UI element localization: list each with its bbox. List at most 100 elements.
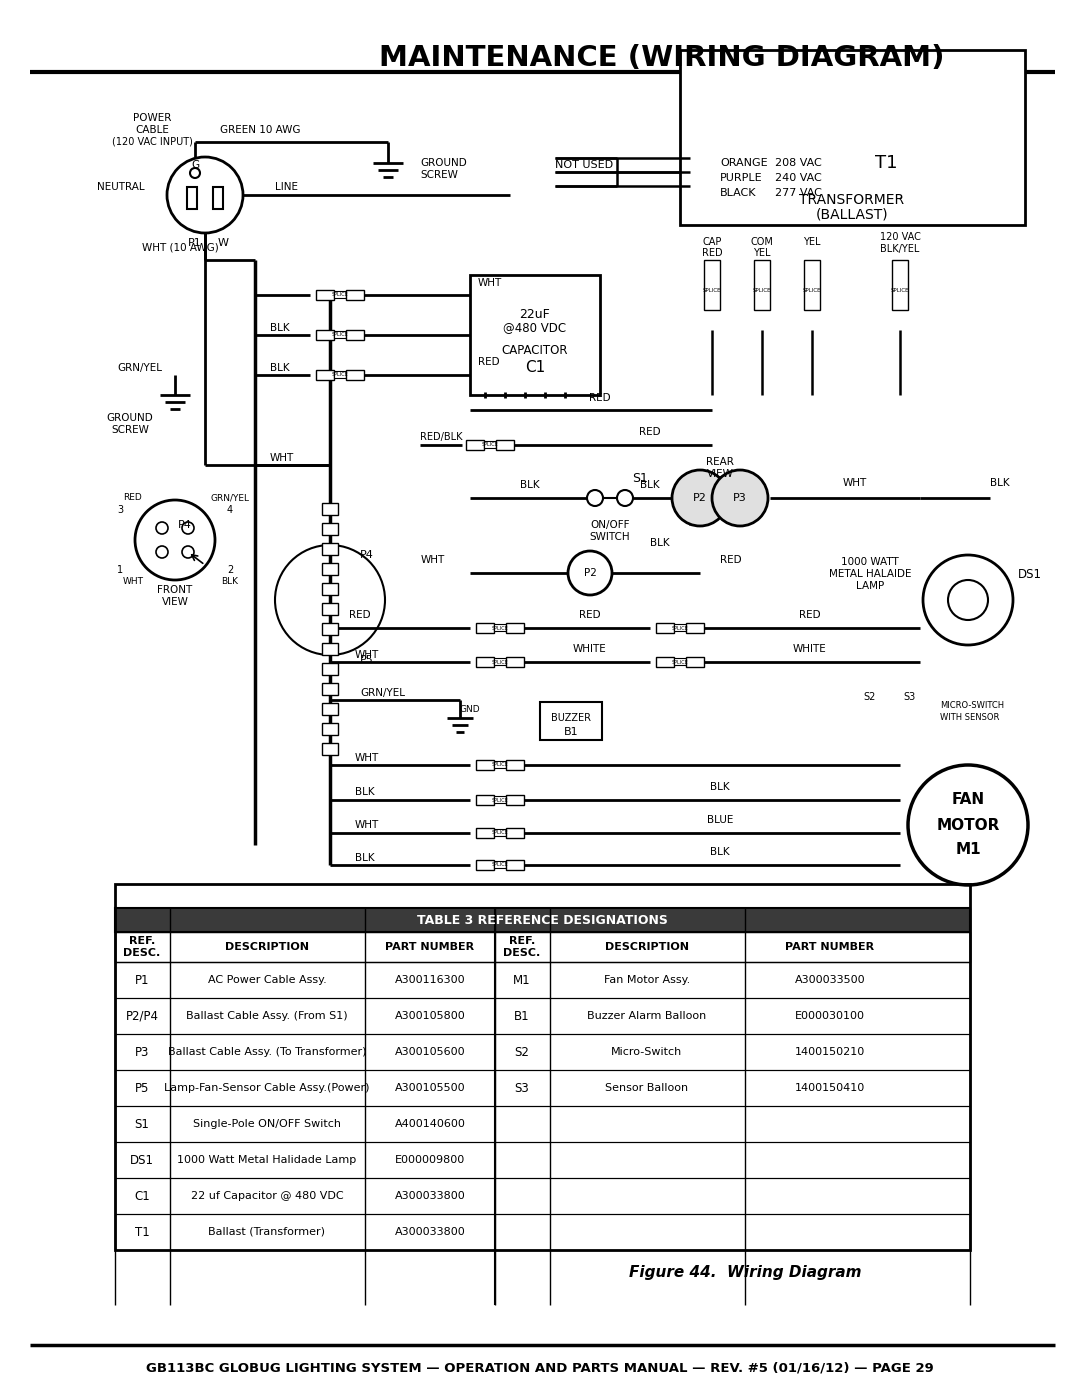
- Text: G: G: [191, 161, 199, 170]
- Text: A300033800: A300033800: [394, 1192, 465, 1201]
- Text: W: W: [217, 237, 229, 249]
- Text: S2: S2: [514, 1045, 529, 1059]
- Text: COM: COM: [751, 237, 773, 247]
- Text: PART NUMBER: PART NUMBER: [785, 942, 875, 951]
- Text: S3: S3: [904, 692, 916, 703]
- Text: RED: RED: [799, 610, 821, 620]
- Text: SPLICE: SPLICE: [491, 830, 509, 835]
- Text: 22 uf Capacitor @ 480 VDC: 22 uf Capacitor @ 480 VDC: [191, 1192, 343, 1201]
- Text: WHITE: WHITE: [793, 644, 827, 654]
- Text: RED: RED: [702, 249, 723, 258]
- Bar: [496, 440, 514, 450]
- Text: RED: RED: [349, 610, 370, 620]
- Text: DESCRIPTION: DESCRIPTION: [605, 942, 689, 951]
- Text: (BALLAST): (BALLAST): [815, 208, 889, 222]
- Bar: [114, 963, 970, 997]
- Text: RED: RED: [579, 610, 600, 620]
- Bar: [322, 683, 338, 694]
- Text: Buzzer Alarm Balloon: Buzzer Alarm Balloon: [588, 1011, 706, 1021]
- Text: GRN/YEL: GRN/YEL: [211, 493, 249, 503]
- Text: AC Power Cable Assy.: AC Power Cable Assy.: [207, 975, 326, 985]
- Bar: [114, 1070, 970, 1106]
- Text: DS1: DS1: [130, 1154, 154, 1166]
- Bar: [680, 50, 1025, 225]
- Text: 208 VAC: 208 VAC: [775, 158, 822, 168]
- Bar: [346, 370, 364, 380]
- Bar: [686, 657, 704, 666]
- Text: WHT (10 AWG): WHT (10 AWG): [141, 243, 218, 253]
- Text: BLK: BLK: [355, 787, 375, 798]
- Bar: [484, 441, 496, 448]
- Text: SPLICE: SPLICE: [332, 373, 349, 377]
- Text: SPLICE: SPLICE: [703, 288, 721, 292]
- Text: RED: RED: [123, 493, 143, 503]
- Text: E000009800: E000009800: [395, 1155, 465, 1165]
- Text: BLUE: BLUE: [706, 814, 733, 826]
- Text: REF.
DESC.: REF. DESC.: [123, 936, 161, 958]
- Bar: [476, 828, 494, 838]
- Text: SPLICE: SPLICE: [332, 292, 349, 298]
- Bar: [316, 291, 334, 300]
- Text: P1: P1: [135, 974, 149, 986]
- Text: BLK: BLK: [711, 782, 730, 792]
- Text: M1: M1: [955, 842, 981, 858]
- Text: WHT: WHT: [355, 650, 379, 659]
- Text: WHT: WHT: [122, 577, 144, 587]
- Text: DS1: DS1: [1018, 569, 1042, 581]
- Bar: [507, 828, 524, 838]
- Text: FAN: FAN: [951, 792, 985, 807]
- Text: SPLICE: SPLICE: [891, 288, 909, 292]
- Text: RED/BLK: RED/BLK: [420, 432, 462, 441]
- Text: S3: S3: [515, 1081, 529, 1094]
- Bar: [507, 861, 524, 870]
- Text: S1: S1: [135, 1118, 149, 1130]
- Text: 120 VAC: 120 VAC: [879, 232, 920, 242]
- Text: BLK: BLK: [355, 854, 375, 863]
- Text: ORANGE: ORANGE: [720, 158, 768, 168]
- Bar: [114, 1106, 970, 1141]
- Text: BLK: BLK: [221, 577, 239, 587]
- Text: GROUND: GROUND: [420, 158, 467, 168]
- Text: T1: T1: [875, 154, 897, 172]
- Text: CABLE: CABLE: [135, 124, 168, 136]
- Text: 1000 Watt Metal Halidade Lamp: 1000 Watt Metal Halidade Lamp: [177, 1155, 356, 1165]
- Text: GB113BC GLOBUG LIGHTING SYSTEM — OPERATION AND PARTS MANUAL — REV. #5 (01/16/12): GB113BC GLOBUG LIGHTING SYSTEM — OPERATI…: [146, 1362, 934, 1375]
- Text: SPLICE: SPLICE: [491, 763, 509, 767]
- Bar: [114, 1141, 970, 1178]
- Text: SPLICE: SPLICE: [802, 288, 821, 292]
- Text: FRONT: FRONT: [158, 585, 192, 595]
- Text: GRN/YEL: GRN/YEL: [118, 363, 162, 373]
- Text: NEUTRAL: NEUTRAL: [97, 182, 145, 191]
- Text: RED: RED: [639, 427, 661, 437]
- Text: 1400150210: 1400150210: [795, 1046, 865, 1058]
- Text: Ballast Cable Assy. (To Transformer): Ballast Cable Assy. (To Transformer): [167, 1046, 366, 1058]
- Text: BLK: BLK: [270, 363, 289, 373]
- Circle shape: [672, 469, 728, 527]
- Text: SPLICE: SPLICE: [491, 862, 509, 868]
- Text: METAL HALAIDE: METAL HALAIDE: [828, 569, 912, 578]
- Bar: [334, 372, 346, 379]
- Text: 2: 2: [227, 564, 233, 576]
- Bar: [476, 657, 494, 666]
- Text: C1: C1: [525, 360, 545, 376]
- Bar: [470, 275, 600, 395]
- Bar: [322, 703, 338, 715]
- Bar: [322, 623, 338, 636]
- Bar: [114, 908, 970, 932]
- Text: E000030100: E000030100: [795, 1011, 865, 1021]
- Text: MICRO-SWITCH: MICRO-SWITCH: [940, 701, 1004, 711]
- Text: P2/P4: P2/P4: [125, 1010, 159, 1023]
- Text: Ballast Cable Assy. (From S1): Ballast Cable Assy. (From S1): [186, 1011, 348, 1021]
- Text: P5: P5: [135, 1081, 149, 1094]
- Text: BLK: BLK: [650, 538, 670, 548]
- Bar: [316, 370, 334, 380]
- Bar: [322, 643, 338, 655]
- Text: GND: GND: [460, 705, 481, 714]
- Text: SPLICE: SPLICE: [491, 626, 509, 630]
- Bar: [507, 657, 524, 666]
- Text: P4: P4: [178, 520, 192, 529]
- Text: A300105800: A300105800: [394, 1011, 465, 1021]
- Bar: [334, 291, 346, 298]
- Text: VIEW: VIEW: [162, 597, 188, 608]
- Text: P3: P3: [733, 493, 747, 503]
